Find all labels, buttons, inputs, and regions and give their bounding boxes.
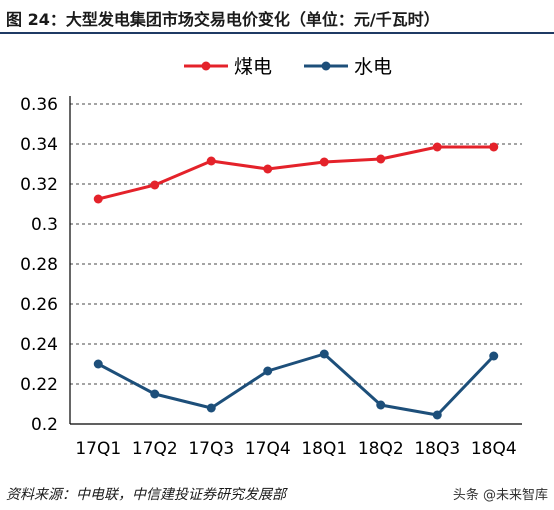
data-point-coal bbox=[150, 180, 160, 190]
data-point-hydro bbox=[206, 403, 216, 413]
data-point-hydro bbox=[319, 349, 329, 359]
data-point-hydro bbox=[263, 366, 273, 376]
y-tick-label: 0.3 bbox=[31, 215, 58, 235]
source-note: 资料来源：中电联，中信建投证券研究发展部 bbox=[6, 487, 286, 503]
data-point-coal bbox=[263, 164, 273, 174]
y-tick-label: 0.36 bbox=[20, 95, 58, 115]
data-point-coal bbox=[206, 156, 216, 166]
line-chart: 0.36 0.34 0.32 0.3 0.28 0.26 0.24 0.22 0.2 17Q1 17… bbox=[20, 56, 522, 459]
y-tick-label: 0.2 bbox=[31, 415, 58, 435]
x-tick-label: 18Q2 bbox=[358, 439, 404, 459]
x-tick-label: 17Q2 bbox=[132, 439, 178, 459]
y-tick-label: 0.22 bbox=[20, 375, 58, 395]
figure-title: 图 24：大型发电集团市场交易电价变化（单位：元/千瓦时） bbox=[6, 10, 440, 29]
data-point-coal bbox=[432, 142, 442, 152]
watermark-text: 头条 @未来智库 bbox=[452, 488, 548, 503]
data-point-coal bbox=[376, 154, 386, 164]
legend-label-coal: 煤电 bbox=[234, 56, 272, 78]
legend-marker-hydro bbox=[321, 61, 331, 71]
figure-header: 图 24：大型发电集团市场交易电价变化（单位：元/千瓦时） bbox=[0, 0, 554, 34]
data-point-hydro bbox=[376, 400, 386, 410]
data-point-hydro bbox=[489, 351, 499, 361]
x-tick-label: 18Q1 bbox=[301, 439, 347, 459]
x-tick-label: 17Q4 bbox=[245, 439, 291, 459]
y-tick-label: 0.32 bbox=[20, 175, 58, 195]
data-point-hydro bbox=[150, 389, 160, 399]
legend-marker-coal bbox=[201, 61, 211, 71]
legend-label-hydro: 水电 bbox=[354, 56, 392, 78]
y-tick-label: 0.34 bbox=[20, 135, 58, 155]
x-tick-label: 18Q4 bbox=[471, 439, 517, 459]
y-tick-label: 0.24 bbox=[20, 335, 58, 355]
x-tick-label: 17Q3 bbox=[188, 439, 234, 459]
data-point-coal bbox=[319, 157, 329, 167]
data-point-coal bbox=[489, 142, 499, 152]
series-line-hydro bbox=[97, 352, 495, 417]
series-line-coal bbox=[97, 145, 494, 201]
data-point-hydro bbox=[432, 410, 442, 420]
data-point-hydro bbox=[93, 359, 103, 369]
x-tick-label: 17Q1 bbox=[75, 439, 121, 459]
chart-area: 0.36 0.34 0.32 0.3 0.28 0.26 0.24 0.22 0.2 17Q1 17… bbox=[0, 36, 554, 470]
x-tick-label: 18Q3 bbox=[414, 439, 460, 459]
y-tick-label: 0.26 bbox=[20, 295, 58, 315]
y-tick-label: 0.28 bbox=[20, 255, 58, 275]
data-point-coal bbox=[93, 194, 103, 204]
figure-footer: 资料来源：中电联，中信建投证券研究发展部 头条 @未来智库 bbox=[0, 476, 554, 510]
